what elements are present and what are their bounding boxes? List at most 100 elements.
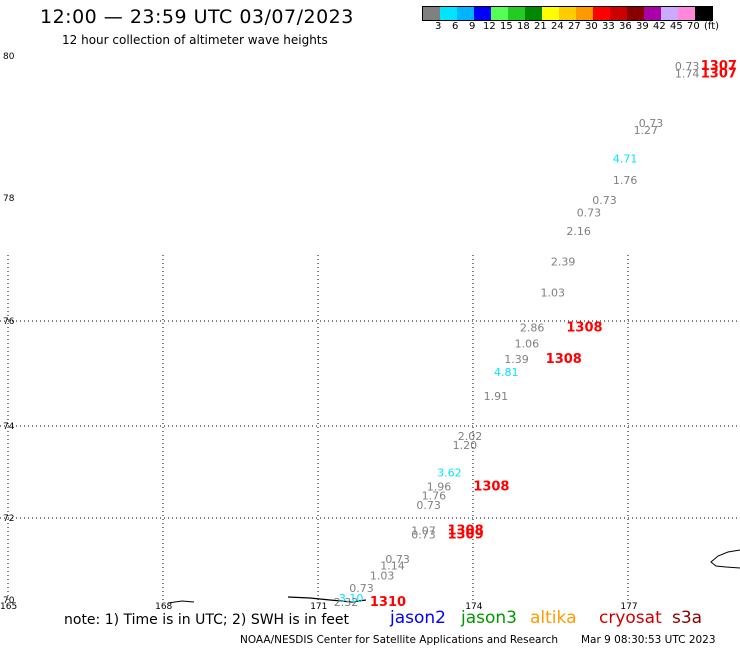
coastline-segment	[287, 596, 367, 603]
credit-text: NOAA/NESDIS Center for Satellite Applica…	[240, 634, 558, 646]
observation-time-label: 1308	[473, 479, 509, 494]
colorbar-label: 3	[435, 21, 442, 32]
wave-height-label: 4.81	[494, 366, 518, 379]
colorbar-swatch	[610, 7, 627, 20]
legend-s3a: s3a	[672, 608, 703, 628]
lat-tick-label: 72	[3, 514, 14, 524]
colorbar-unit: (ft)	[704, 21, 720, 32]
lat-tick-label: 70	[3, 596, 15, 606]
wave-height-label: 0.73	[416, 499, 441, 512]
coastline	[167, 549, 740, 604]
lat-tick-label: 78	[3, 194, 15, 204]
observation-time-label: 1308	[546, 352, 582, 367]
wave-height-label: 1.76	[613, 174, 638, 187]
colorbar-label: 70	[687, 21, 700, 32]
coastline-segment	[167, 600, 195, 604]
wave-height-label: 0.73	[675, 60, 700, 73]
lon-tick-label: 174	[465, 602, 482, 612]
colorbar-swatch	[457, 7, 474, 20]
colorbar-swatch	[644, 7, 661, 20]
colorbar-swatch	[576, 7, 593, 20]
colorbar-label: 39	[636, 21, 649, 32]
legend-altika: altika	[530, 608, 577, 628]
legend-jason2: jason2	[390, 608, 446, 628]
observation-time-label: 1309	[447, 528, 483, 543]
generated-timestamp: Mar 9 08:30:53 UTC 2023	[581, 634, 716, 646]
observation-time-label: 1308	[447, 523, 483, 538]
wave-height-label: 1.74	[675, 67, 700, 80]
wave-height-label: 1.39	[504, 353, 529, 366]
wave-height-label: 1.91	[484, 390, 509, 403]
wave-height-label: 1.07	[411, 524, 436, 537]
wave-height-label: 2.39	[551, 256, 576, 269]
map-title: 12:00 — 23:59 UTC 03/07/2023	[40, 6, 354, 28]
colorbar-swatch	[491, 7, 508, 20]
observation-time-label: 1307	[701, 66, 737, 81]
legend-jason3: jason3	[461, 608, 517, 628]
colorbar-label: 45	[670, 21, 683, 32]
wave-height-label: 2.16	[566, 225, 591, 238]
lat-tick-label: 80	[3, 52, 15, 62]
wave-height-label: 1.76	[422, 490, 447, 503]
wave-height-label: 0.73	[385, 553, 410, 566]
wave-height-label: 2.02	[458, 430, 483, 443]
wave-height-label: 0.73	[639, 117, 664, 130]
wave-height-label: 0.73	[577, 206, 602, 219]
colorbar-swatch	[627, 7, 644, 20]
lat-tick-label: 76	[3, 317, 15, 327]
colorbar-swatch	[542, 7, 559, 20]
colorbar-swatch	[440, 7, 457, 20]
lon-tick-label: 171	[310, 602, 327, 612]
wave-height-label: 1.14	[380, 559, 405, 572]
colorbar-label: 27	[568, 21, 581, 32]
wave-height-label: 3.10	[339, 592, 364, 605]
observation-time-label: 1308	[566, 321, 602, 336]
colorbar-label: 33	[602, 21, 615, 32]
colorbar-swatch	[559, 7, 576, 20]
wave-height-observations: 0.731.74 130713070.731.274.711.760.730.73…	[334, 59, 737, 610]
wave-height-label: 0.73	[411, 529, 436, 542]
wave-height-label: 0.73	[349, 582, 374, 595]
colorbar-label: 6	[452, 21, 459, 32]
axis-tick-labels: 165 168 171 174 177 70 72 74 76 78 80	[0, 52, 638, 612]
colorbar-label: 42	[653, 21, 666, 32]
colorbar-labels: 3 6 9 12 15 18 21 24 27 30 33 36 39 42 45 70 (ft)	[422, 21, 740, 33]
wave-height-label: 1.03	[370, 570, 395, 583]
wave-height-label: 2.32	[334, 596, 359, 609]
map-subtitle: 12 hour collection of altimeter wave hei…	[62, 33, 328, 47]
wave-height-label: 1.27	[634, 124, 659, 137]
colorbar-label: 30	[585, 21, 598, 32]
colorbar-label: 18	[517, 21, 530, 32]
colorbar-label: 9	[469, 21, 476, 32]
colorbar-swatch	[474, 7, 491, 20]
lon-tick-label: 165	[0, 602, 17, 612]
colorbar-swatch	[508, 7, 525, 20]
colorbar-swatch	[593, 7, 610, 20]
colorbar-label: 15	[500, 21, 513, 32]
colorbar-label: 21	[534, 21, 547, 32]
observation-time-label: 1307	[701, 59, 737, 74]
footnote: note: 1) Time is in UTC; 2) SWH is in fe…	[64, 612, 350, 628]
wave-height-label: 3.62	[437, 467, 462, 480]
colorbar-swatch	[423, 7, 440, 20]
colorbar-swatch	[661, 7, 678, 20]
colorbar-swatch	[525, 7, 542, 20]
map-grid	[0, 255, 740, 600]
lat-tick-label: 74	[3, 422, 15, 432]
wave-height-label: 2.86	[520, 322, 545, 335]
legend-cryosat: cryosat	[599, 608, 662, 628]
lon-tick-label: 168	[155, 602, 172, 612]
wave-height-label: 4.71	[613, 153, 638, 166]
colorbar-swatch	[678, 7, 695, 20]
coastline-segment	[710, 549, 740, 569]
wave-height-label: 1.96	[427, 480, 452, 493]
colorbar-label: 36	[619, 21, 632, 32]
wave-height-label: 1.03	[541, 286, 566, 299]
wave-height-label: 1.06	[515, 337, 540, 350]
wave-height-colorbar	[422, 6, 713, 21]
colorbar-label: 24	[551, 21, 564, 32]
colorbar-label: 12	[483, 21, 496, 32]
wave-height-label: 1.20	[453, 439, 478, 452]
observation-time-label: 1310	[370, 595, 406, 610]
